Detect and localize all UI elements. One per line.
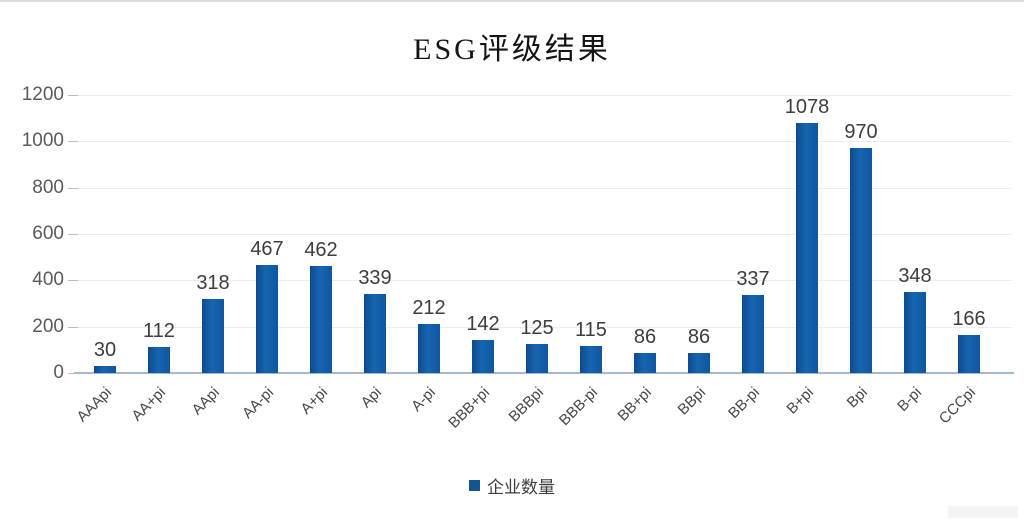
bar-value-label: 30 xyxy=(93,339,117,361)
bar xyxy=(148,347,170,373)
y-axis-tick-label: 800 xyxy=(32,177,64,198)
bar xyxy=(256,265,278,373)
y-axis-tick xyxy=(68,280,78,281)
bar xyxy=(958,335,980,373)
bar xyxy=(418,324,440,373)
bar-value-label: 467 xyxy=(250,238,284,260)
bar-value-label: 348 xyxy=(898,265,932,287)
bar xyxy=(526,344,548,373)
bar xyxy=(202,299,224,373)
gridline xyxy=(78,95,1012,96)
bar xyxy=(796,123,818,373)
bar-value-label: 1078 xyxy=(784,96,830,118)
bar xyxy=(634,353,656,373)
gridline xyxy=(78,141,1012,142)
legend-label: 企业数量 xyxy=(487,478,555,497)
bar-value-label: 125 xyxy=(520,317,554,339)
bar-value-label: 86 xyxy=(687,326,711,348)
bar xyxy=(364,294,386,373)
y-axis-tick-label: 400 xyxy=(32,269,64,290)
y-axis-tick xyxy=(68,327,78,328)
y-axis-tick xyxy=(68,95,78,96)
bar-value-label: 166 xyxy=(952,308,986,330)
y-axis-tick-label: 600 xyxy=(32,223,64,244)
bar-value-label: 212 xyxy=(412,297,446,319)
x-axis-line xyxy=(74,372,1014,374)
bar-value-label: 318 xyxy=(196,272,230,294)
bar xyxy=(580,346,602,373)
faint-watermark xyxy=(948,506,1018,518)
y-axis-tick xyxy=(68,188,78,189)
gridline xyxy=(78,327,1012,328)
bar xyxy=(742,295,764,373)
bar xyxy=(688,353,710,373)
legend-marker-square-icon xyxy=(469,480,480,491)
bar xyxy=(904,292,926,373)
bar-value-label: 86 xyxy=(633,326,657,348)
y-axis-tick xyxy=(68,373,78,374)
bar-value-label: 339 xyxy=(358,267,392,289)
chart-title: ESG评级结果 xyxy=(413,33,611,66)
y-axis-tick xyxy=(68,234,78,235)
bar-value-label: 462 xyxy=(304,239,338,261)
legend: 企业数量 xyxy=(0,473,1024,498)
bar-value-label: 142 xyxy=(466,313,500,335)
bar xyxy=(94,366,116,373)
gridline xyxy=(78,188,1012,189)
bar-value-label: 970 xyxy=(844,121,878,143)
y-axis-tick-label: 200 xyxy=(32,316,64,337)
bar-value-label: 115 xyxy=(575,319,607,341)
bar xyxy=(850,148,872,373)
gridline xyxy=(78,280,1012,281)
y-axis-tick-label: 0 xyxy=(53,362,64,383)
y-axis-tick-label: 1000 xyxy=(21,130,64,151)
gridline xyxy=(78,234,1012,235)
bar xyxy=(472,340,494,373)
bar-value-label: 337 xyxy=(736,268,770,290)
y-axis-tick-label: 1200 xyxy=(21,84,64,105)
top-edge-line xyxy=(0,0,1024,2)
bar-value-label: 112 xyxy=(143,320,175,342)
bar xyxy=(310,266,332,373)
y-axis-tick xyxy=(68,141,78,142)
